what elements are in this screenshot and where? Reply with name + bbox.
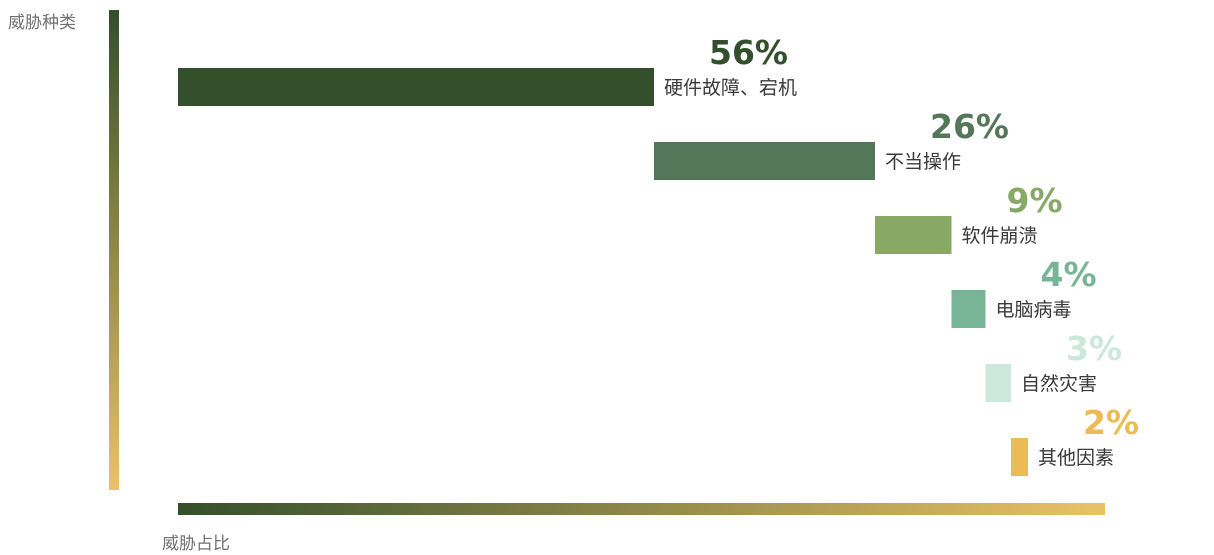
value-label-5: 2% bbox=[1083, 403, 1139, 442]
bar-4 bbox=[985, 364, 1011, 402]
bars-group bbox=[178, 68, 1028, 476]
category-label-0: 硬件故障、宕机 bbox=[664, 77, 797, 99]
y-axis-title: 威胁种类 bbox=[8, 13, 76, 33]
y-axis-bar bbox=[109, 10, 119, 490]
bar-5 bbox=[1011, 438, 1028, 476]
x-axis-title: 威胁占比 bbox=[162, 534, 230, 554]
bar-2 bbox=[875, 216, 952, 254]
labels-group: 硬件故障、宕机 56% 不当操作 26% 软件崩溃 9% 电脑病毒 4% 自然灾害 3% 其他因素 2… bbox=[664, 33, 1139, 469]
value-label-0: 56% bbox=[709, 33, 788, 72]
bar-3 bbox=[951, 290, 986, 328]
category-label-4: 自然灾害 bbox=[1021, 373, 1097, 395]
category-label-3: 电脑病毒 bbox=[996, 299, 1072, 321]
value-label-1: 26% bbox=[930, 107, 1009, 146]
bar-1 bbox=[654, 142, 875, 180]
x-axis-bar bbox=[178, 503, 1105, 515]
category-label-5: 其他因素 bbox=[1038, 447, 1114, 469]
value-label-3: 4% bbox=[1041, 255, 1097, 294]
value-label-2: 9% bbox=[1007, 181, 1063, 220]
category-label-1: 不当操作 bbox=[885, 151, 961, 173]
value-label-4: 3% bbox=[1066, 329, 1122, 368]
bar-0 bbox=[178, 68, 654, 106]
category-label-2: 软件崩溃 bbox=[962, 225, 1038, 247]
